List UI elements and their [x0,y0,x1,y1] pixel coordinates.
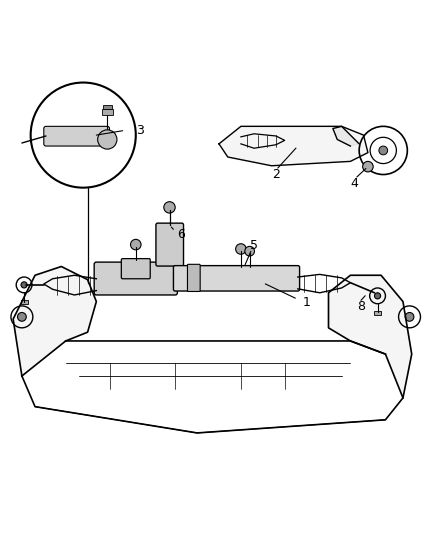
Text: 6: 6 [177,229,185,241]
Text: 3: 3 [136,124,144,137]
Circle shape [245,246,254,256]
Circle shape [98,130,117,149]
FancyBboxPatch shape [94,262,177,295]
Text: 2: 2 [272,168,280,181]
Polygon shape [219,126,368,166]
Bar [102,109,113,115]
Circle shape [363,161,373,172]
Circle shape [18,312,26,321]
Polygon shape [13,266,96,376]
FancyBboxPatch shape [44,126,110,146]
Polygon shape [333,126,359,146]
Text: 4: 4 [351,177,359,190]
Circle shape [405,312,414,321]
Bar [103,105,112,109]
Circle shape [374,293,381,299]
Circle shape [164,201,175,213]
FancyBboxPatch shape [187,264,200,292]
Circle shape [379,146,388,155]
Circle shape [21,282,27,288]
Bar [374,311,381,314]
Circle shape [236,244,246,254]
Circle shape [131,239,141,250]
FancyBboxPatch shape [173,265,300,291]
Polygon shape [328,275,412,398]
Text: 1: 1 [303,296,311,309]
Text: 5: 5 [250,239,258,252]
Text: 8: 8 [357,300,365,313]
FancyBboxPatch shape [121,259,150,279]
Bar [21,300,28,304]
FancyBboxPatch shape [156,223,184,266]
